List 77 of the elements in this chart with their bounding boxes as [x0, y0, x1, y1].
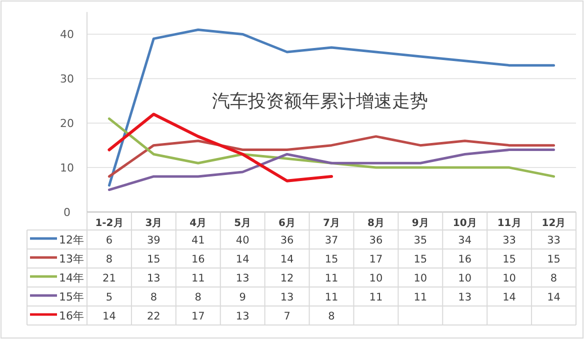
line-series: [108, 148, 556, 192]
data-label: 36: [369, 234, 383, 246]
x-tick-label: 9月: [412, 218, 429, 229]
data-label: 11: [414, 292, 428, 304]
x-tick-label: 7月: [323, 218, 340, 229]
data-label: 13: [236, 272, 250, 284]
x-tick-label: 1-2月: [95, 218, 124, 229]
data-label: 14: [547, 292, 561, 304]
data-label: 40: [236, 234, 250, 246]
data-label: 13: [146, 272, 160, 284]
x-tick-label: 4月: [190, 218, 207, 229]
data-label: 11: [191, 272, 205, 284]
data-label: 22: [146, 310, 160, 322]
data-label: 6: [106, 234, 113, 246]
data-label: 9: [239, 292, 246, 304]
data-label: 11: [324, 272, 338, 284]
text: 汽车投资额年累计增速走势: [212, 91, 428, 112]
data-label: 10: [369, 272, 383, 284]
data-label: 10: [458, 272, 472, 284]
data-label: 39: [146, 234, 160, 246]
data-label: 17: [191, 310, 205, 322]
data-label: 10: [502, 272, 516, 284]
data-label: 36: [280, 234, 294, 246]
data-label: 13: [236, 310, 250, 322]
y-tick-label: 30: [60, 72, 74, 86]
data-label: 16: [191, 254, 206, 266]
data-label: 14: [236, 254, 250, 266]
data-label: 8: [150, 292, 158, 304]
data-label: 14: [102, 310, 116, 322]
data-label: 8: [550, 272, 558, 284]
data-label: 8: [194, 292, 202, 304]
data-label: 13: [458, 292, 472, 304]
data-label: 15: [502, 254, 516, 266]
data-label: 15: [324, 254, 338, 266]
data-label: 33: [502, 234, 516, 246]
data-label: 11: [324, 292, 338, 304]
data-label: 34: [458, 234, 472, 246]
line-series: [108, 135, 556, 178]
legend-label: 13年: [59, 252, 84, 266]
y-tick-label: 10: [60, 162, 74, 175]
data-label: 8: [328, 310, 335, 322]
legend-label: 12年: [59, 234, 84, 246]
x-tick-label: 6月: [278, 218, 296, 229]
line-series: [108, 28, 556, 187]
data-label: 15: [414, 254, 428, 266]
data-label: 33: [547, 234, 560, 246]
data-label: 14: [502, 292, 516, 304]
data-label: 11: [369, 292, 383, 304]
data-label: 14: [280, 254, 294, 266]
data-label: 13: [280, 292, 294, 304]
data-label: 37: [324, 234, 338, 246]
line-series: [108, 117, 556, 178]
legend-label: 14年: [59, 272, 84, 284]
data-label: 21: [102, 272, 116, 284]
data-label: 5: [106, 292, 113, 304]
x-tick-label: 3月: [145, 218, 162, 229]
legend-label: 16年: [59, 310, 84, 322]
data-label: 10: [414, 272, 428, 284]
data-label: 16: [458, 254, 472, 266]
data-label: 12: [280, 272, 294, 284]
x-tick-label: 12月: [542, 218, 566, 229]
x-tick-label: 11月: [497, 218, 522, 229]
line-series: [108, 112, 333, 182]
x-tick-label: 5月: [234, 218, 252, 229]
data-label: 8: [106, 254, 113, 266]
x-tick-label: 8月: [367, 218, 384, 229]
data-label: 17: [369, 254, 383, 266]
y-tick-label: 40: [60, 28, 74, 42]
x-tick-label: 10月: [452, 218, 477, 229]
data-label: 35: [414, 234, 428, 246]
y-tick-label: 20: [60, 117, 74, 130]
data-label: 7: [284, 310, 290, 322]
data-label: 41: [191, 234, 205, 246]
legend-label: 15年: [59, 290, 84, 304]
y-tick-label: 0: [64, 206, 70, 219]
data-label: 15: [146, 254, 160, 266]
data-label: 15: [547, 254, 560, 266]
